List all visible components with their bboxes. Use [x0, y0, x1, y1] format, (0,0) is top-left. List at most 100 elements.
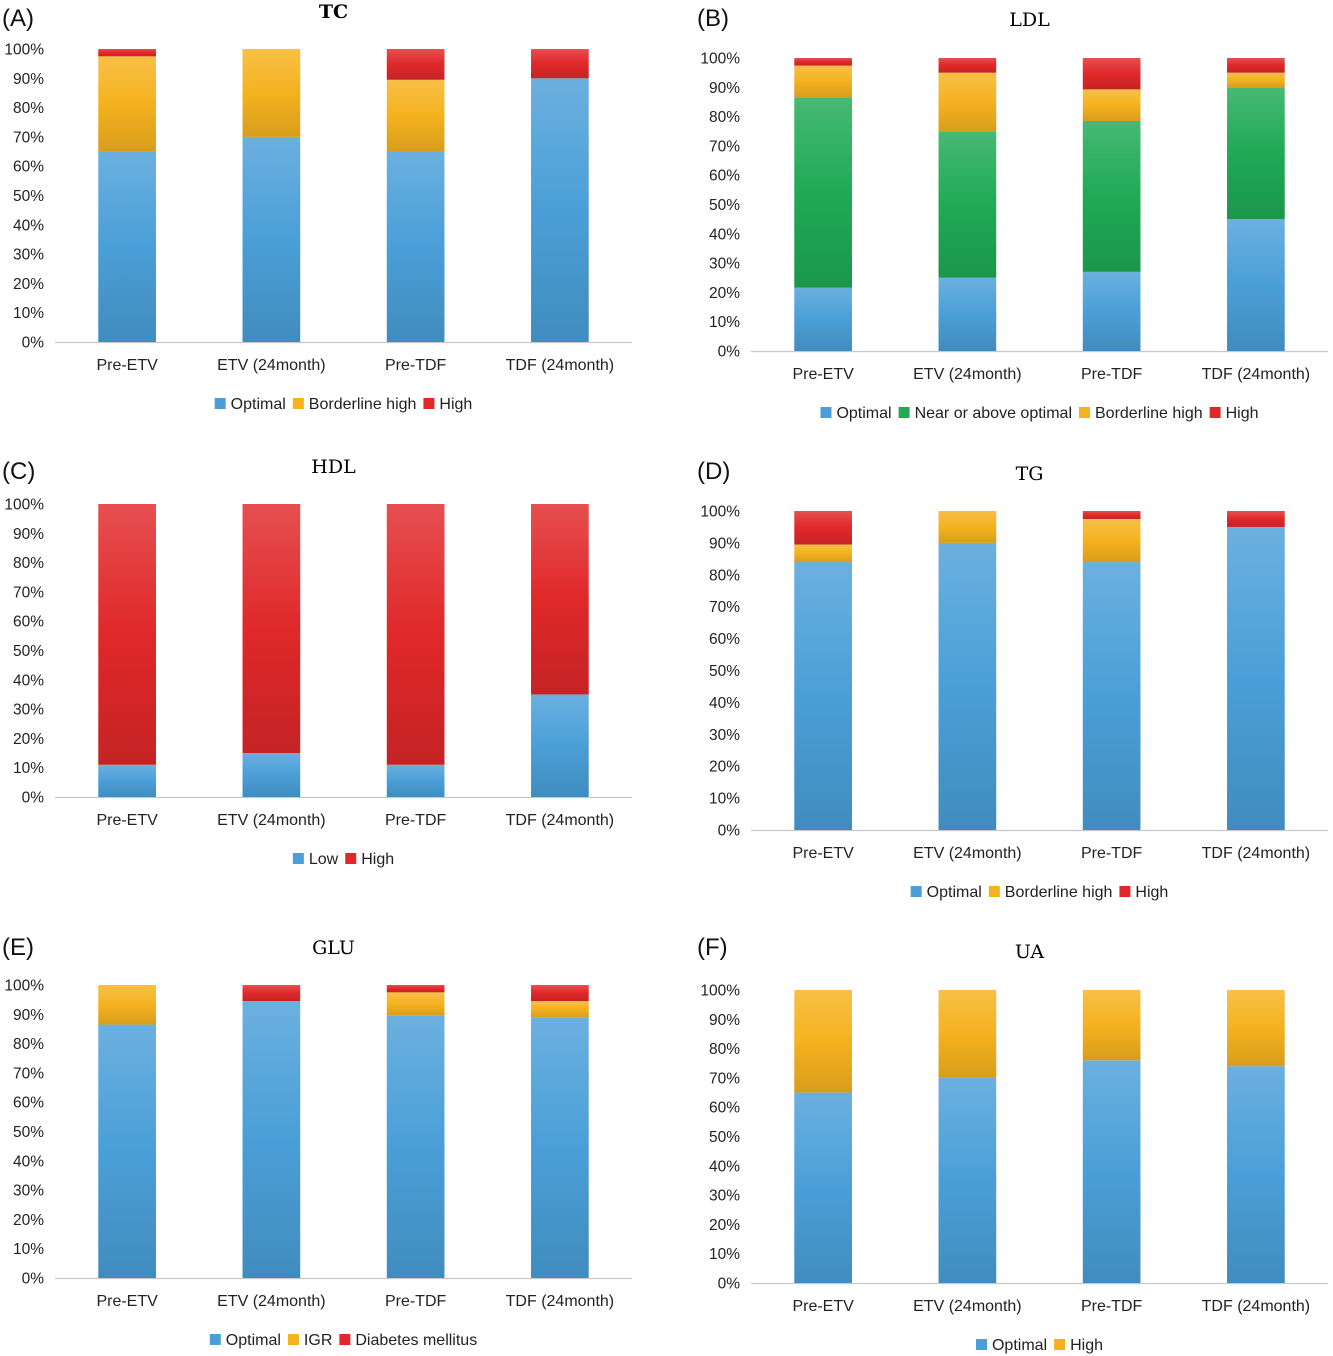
x-tick-label: Pre-TDF: [1081, 1298, 1143, 1315]
legend: Optimal High: [975, 1337, 1103, 1354]
y-tick-label: 40%: [13, 672, 44, 689]
legend-label-high: High: [361, 851, 394, 868]
panel-tg: (D) TG 0% 10% 20% 30% 40% 50% 60% 70% 80% 90% 100% Pr…: [697, 458, 1328, 901]
bar-segment-optimal: [1227, 219, 1285, 351]
y-tick-label: 40%: [709, 1158, 740, 1175]
chart-title: UA: [1015, 941, 1044, 963]
legend-label-optimal: Optimal: [226, 1332, 281, 1349]
y-tick-label: 0%: [718, 1276, 741, 1293]
y-tick-label: 50%: [709, 1129, 740, 1146]
bar-segment-high: [938, 990, 997, 1078]
bar-segment-low: [386, 764, 445, 797]
bar-segment-borderline-high: [794, 65, 852, 98]
y-tick-label: 70%: [709, 599, 740, 616]
y-tick-label: 70%: [13, 584, 44, 601]
bar-segment-igr: [98, 985, 156, 1025]
bar-segment-high: [98, 504, 156, 765]
legend-label-high: High: [1070, 1337, 1103, 1354]
legend-label-optimal: Optimal: [231, 396, 286, 413]
x-tick-label: TDF (24month): [1202, 1298, 1310, 1315]
bar-segment-optimal: [1227, 526, 1285, 830]
bar-segment-borderline-high: [1227, 72, 1285, 88]
legend-swatch-borderline-high: [1079, 407, 1091, 418]
bar-segment-optimal: [98, 1024, 156, 1278]
bar-segment-optimal: [794, 1092, 852, 1283]
legend-label-high: High: [1135, 884, 1168, 901]
bar-segment-optimal: [1082, 562, 1141, 830]
bar-segment-high: [1227, 990, 1285, 1067]
x-tick-label: ETV (24month): [217, 812, 325, 829]
bar-segment-optimal: [242, 136, 301, 342]
bar-segment-igr: [386, 992, 445, 1016]
y-tick-label: 80%: [709, 567, 740, 584]
x-tick-label: ETV (24month): [913, 845, 1021, 862]
panel-ua: (F) UA 0% 10% 20% 30% 40% 50% 60% 70% 80% 90% 100% Pr…: [697, 934, 1328, 1354]
panel-label: (C): [2, 458, 35, 485]
bar-segment-high: [386, 49, 445, 80]
y-tick-label: 0%: [22, 1271, 45, 1288]
x-tick-label: TDF (24month): [1202, 366, 1310, 383]
y-tick-label: 100%: [700, 983, 740, 1000]
bar-segment-optimal: [531, 78, 589, 343]
x-tick-label: ETV (24month): [217, 1293, 325, 1310]
y-tick-label: 100%: [700, 504, 740, 521]
panel-label: (D): [697, 458, 730, 485]
chart-title: TC: [319, 1, 348, 23]
x-tick-label: Pre-TDF: [1081, 366, 1143, 383]
y-tick-label: 60%: [709, 631, 740, 648]
y-tick-label: 70%: [709, 138, 740, 155]
y-tick-label: 80%: [709, 1041, 740, 1058]
y-tick-label: 90%: [13, 1007, 44, 1024]
legend-swatch-optimal: [910, 886, 922, 897]
x-tick-label: Pre-ETV: [96, 1293, 158, 1310]
y-tick-label: 0%: [718, 344, 741, 361]
bar-segment-high: [794, 511, 852, 545]
bar-segment-diabetes-mellitus: [242, 985, 301, 1002]
y-tick-label: 60%: [13, 159, 44, 176]
legend-swatch-optimal: [975, 1339, 987, 1350]
bar-segment-optimal: [1082, 1060, 1141, 1283]
legend-swatch-high: [1119, 886, 1131, 897]
y-tick-label: 80%: [13, 1036, 44, 1053]
x-tick-label: Pre-TDF: [385, 357, 447, 374]
bar-segment-borderline-high: [1082, 518, 1141, 563]
x-tick-label: Pre-TDF: [385, 1293, 447, 1310]
legend: Optimal Borderline high High: [910, 884, 1168, 901]
y-tick-label: 50%: [709, 663, 740, 680]
y-tick-label: 60%: [13, 1095, 44, 1112]
legend-label-near-or-above-optimal: Near or above optimal: [915, 405, 1072, 422]
bar-segment-borderline-high: [1082, 89, 1141, 121]
y-tick-label: 40%: [13, 1153, 44, 1170]
bar-segment-near-or-above-optimal: [794, 97, 852, 288]
bar-segment-optimal: [242, 1001, 301, 1278]
bar-segment-high: [531, 504, 589, 695]
x-tick-label: ETV (24month): [913, 366, 1021, 383]
y-tick-label: 10%: [13, 760, 44, 777]
bar-segment-optimal: [386, 151, 445, 342]
x-tick-label: Pre-ETV: [792, 845, 854, 862]
bar-segment-optimal: [938, 1077, 997, 1283]
bar-segment-optimal: [1227, 1066, 1285, 1283]
bar-segment-high: [1082, 58, 1141, 90]
bar-segment-low: [242, 753, 301, 797]
legend-label-optimal: Optimal: [992, 1337, 1047, 1354]
bar-segment-high: [1082, 511, 1141, 519]
legend-swatch-optimal: [214, 398, 226, 409]
bar-segment-optimal: [938, 277, 997, 351]
chart-title: GLU: [312, 937, 355, 959]
y-tick-label: 10%: [709, 1246, 740, 1263]
x-tick-label: Pre-ETV: [792, 366, 854, 383]
bar-segment-diabetes-mellitus: [386, 985, 445, 993]
legend-label-high: High: [1226, 405, 1259, 422]
y-tick-label: 10%: [709, 314, 740, 331]
y-tick-label: 20%: [709, 1217, 740, 1234]
x-tick-label: ETV (24month): [217, 357, 325, 374]
bar-segment-near-or-above-optimal: [1227, 87, 1285, 220]
legend-swatch-borderline-high: [988, 886, 1000, 897]
panel-label: (F): [697, 934, 728, 961]
x-tick-label: Pre-ETV: [96, 812, 158, 829]
y-tick-label: 60%: [709, 1100, 740, 1117]
y-tick-label: 30%: [13, 1183, 44, 1200]
chart-title: TG: [1016, 463, 1044, 485]
legend: Optimal Borderline high High: [214, 396, 472, 413]
